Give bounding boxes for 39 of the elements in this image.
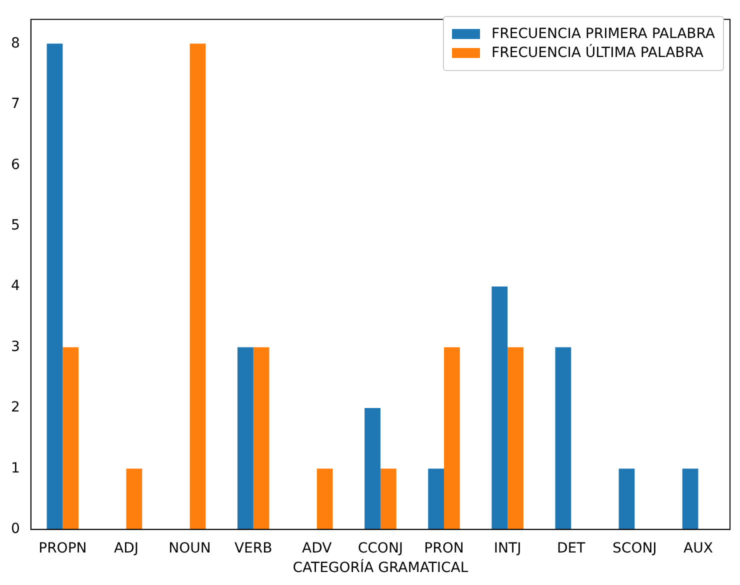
bar (62, 347, 79, 530)
x-tick-label: VERB (234, 540, 272, 556)
bar (492, 286, 508, 530)
bar (618, 468, 635, 530)
y-tick-label: 4 (10, 278, 20, 294)
y-tick-label: 1 (10, 460, 20, 476)
x-axis-title: CATEGORÍA GRAMATICAL (292, 559, 468, 576)
bar (46, 44, 63, 530)
bar (237, 347, 254, 530)
legend-label: FRECUENCIA PRIMERA PALABRA (492, 26, 715, 42)
x-tick-label: INTJ (494, 540, 522, 556)
bar (682, 468, 698, 530)
bar (316, 468, 333, 530)
bar (364, 408, 380, 530)
bar (555, 347, 572, 530)
x-tick-label: SCONJ (612, 540, 657, 556)
y-tick-label: 0 (10, 521, 20, 538)
y-tick-label: 7 (10, 96, 20, 112)
x-tick-label: ADJ (114, 540, 138, 556)
bar (508, 347, 524, 530)
x-tick-label: AUX (684, 540, 714, 556)
x-tick-label: CCONJ (358, 540, 404, 556)
y-tick-label: 3 (10, 338, 20, 355)
bar (428, 468, 444, 530)
x-tick-label: PRON (424, 540, 464, 556)
y-tick-label: 8 (10, 35, 20, 52)
legend-label: FRECUENCIA ÚLTIMA PALABRA (492, 45, 704, 61)
bar (253, 347, 270, 530)
bar (126, 468, 142, 530)
bar (190, 44, 206, 530)
y-tick-label: 5 (10, 217, 20, 234)
x-tick-label: NOUN (168, 540, 211, 556)
x-tick-label: PROPN (38, 540, 87, 556)
x-tick-label: DET (557, 540, 586, 556)
y-tick-label: 2 (10, 400, 20, 416)
y-tick-label: 6 (10, 156, 20, 173)
bar (380, 468, 396, 530)
bar (444, 347, 460, 530)
x-tick-label: ADV (302, 540, 332, 556)
